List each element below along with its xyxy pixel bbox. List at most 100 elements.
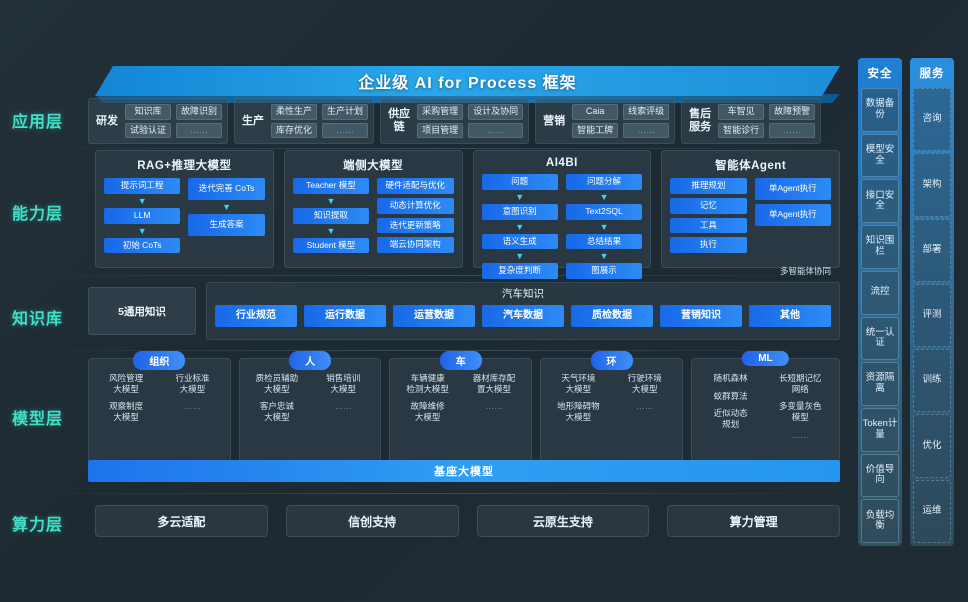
sidebar-security-item[interactable]: 接口安全 <box>861 179 899 224</box>
application-cell[interactable]: 设计及协同 <box>468 103 524 120</box>
sidebar-security-item[interactable]: 负载均衡 <box>861 499 899 544</box>
knowledge-chip[interactable]: 运营数据 <box>393 305 475 327</box>
capability-chip[interactable]: LLM <box>104 207 181 224</box>
model-item[interactable]: 故障维修 大模型 <box>410 401 445 422</box>
sidebar-service-item[interactable]: 架构 <box>913 153 951 217</box>
model-card-pill[interactable]: 组织 <box>133 351 186 370</box>
application-cell[interactable]: 知识库 <box>125 103 172 120</box>
knowledge-chip[interactable]: 运行数据 <box>304 305 386 327</box>
model-item[interactable]: …… <box>791 429 809 440</box>
sidebar-security-item[interactable]: Token计量 <box>861 407 899 452</box>
capability-chip[interactable]: 执行 <box>670 237 747 254</box>
application-cell[interactable]: 故障预警 <box>769 103 816 120</box>
base-model-bar[interactable]: 基座大模型 <box>88 460 840 482</box>
capability-chip[interactable]: 迭代完善 CoTs <box>188 178 265 200</box>
compute-chip[interactable]: 信创支持 <box>285 505 459 537</box>
model-card-pill[interactable]: ML <box>742 351 789 366</box>
sidebar-security-item[interactable]: 价值导向 <box>861 453 899 498</box>
knowledge-chip[interactable]: 营销知识 <box>660 305 742 327</box>
application-cell[interactable]: 采购管理 <box>417 103 464 120</box>
model-item[interactable]: …… <box>184 401 202 412</box>
model-card-pill[interactable]: 车 <box>439 351 482 370</box>
model-item[interactable]: 风险管理 大模型 <box>109 373 144 394</box>
capability-chip[interactable]: 图展示 <box>565 263 643 280</box>
capability-chip[interactable]: 初始 CoTs <box>104 237 181 254</box>
application-cell[interactable]: 生产计划 <box>322 103 369 120</box>
sidebar-security-item[interactable]: 流控 <box>861 270 899 315</box>
compute-chip[interactable]: 算力管理 <box>667 505 840 537</box>
sidebar-service-item[interactable]: 优化 <box>913 414 951 478</box>
model-item[interactable]: 随机森林 <box>713 373 748 383</box>
compute-chip[interactable]: 多云适配 <box>95 505 268 537</box>
application-cell[interactable]: …… <box>322 122 369 139</box>
model-item[interactable]: 天气环境 大模型 <box>561 373 596 394</box>
knowledge-chip[interactable]: 行业规范 <box>215 305 297 327</box>
application-cell[interactable]: 柔性生产 <box>271 103 318 120</box>
model-item[interactable]: 观察制度 大模型 <box>109 401 144 422</box>
model-item[interactable]: 长短期记忆 网络 <box>778 373 822 394</box>
sidebar-service-item[interactable]: 咨询 <box>913 88 951 152</box>
sidebar-security-item[interactable]: 知识围栏 <box>861 225 899 269</box>
application-cell[interactable]: 故障识别 <box>176 103 223 120</box>
application-cell[interactable]: …… <box>769 122 816 139</box>
application-cell[interactable]: 库存优化 <box>271 122 318 139</box>
capability-chip[interactable]: 硬件适配与优化 <box>377 178 454 194</box>
capability-chip[interactable]: Teacher 模型 <box>292 178 370 194</box>
sidebar-service-item[interactable]: 运维 <box>913 479 951 543</box>
capability-chip[interactable]: 记忆 <box>670 197 747 214</box>
sidebar-security-item[interactable]: 资源隔离 <box>861 362 899 406</box>
model-item[interactable]: 器材库存配 置大模型 <box>472 373 516 394</box>
capability-chip[interactable]: 意图识别 <box>481 203 558 220</box>
application-cell[interactable]: …… <box>468 122 524 139</box>
model-card-pill[interactable]: 人 <box>289 351 332 370</box>
application-cell[interactable]: 车智见 <box>718 103 765 120</box>
model-item[interactable]: 蚁群算法 <box>713 390 748 401</box>
model-item[interactable]: 行业标准 大模型 <box>175 373 210 394</box>
capability-chip[interactable]: Text2SQL <box>565 203 643 220</box>
sidebar-service-item[interactable]: 部署 <box>913 218 951 282</box>
capability-chip[interactable]: 复杂度判断 <box>481 263 558 280</box>
model-item[interactable]: 行驶环境 大模型 <box>627 373 662 394</box>
application-cell[interactable]: 项目管理 <box>417 122 464 139</box>
sidebar-service-item[interactable]: 评测 <box>913 283 951 348</box>
application-cell[interactable]: …… <box>623 122 670 139</box>
model-item[interactable]: 质检员辅助 大模型 <box>255 373 299 394</box>
capability-chip[interactable]: 工具 <box>670 217 747 234</box>
sidebar-security-item[interactable]: 统一认证 <box>861 316 899 361</box>
sidebar-security-item[interactable]: 模型安全 <box>861 133 899 178</box>
capability-chip[interactable]: 推理规划 <box>670 178 747 194</box>
capability-chip[interactable]: Student 模型 <box>292 237 370 254</box>
application-cell[interactable]: 智能诊行 <box>718 122 765 139</box>
application-cell[interactable]: 试验认证 <box>125 122 172 139</box>
capability-chip[interactable]: 单Agent执行 <box>754 178 831 200</box>
compute-chip[interactable]: 云原生支持 <box>476 505 650 537</box>
sidebar-security-item[interactable]: 数据备份 <box>861 88 899 132</box>
model-item[interactable]: …… <box>485 401 503 412</box>
knowledge-chip[interactable]: 质检数据 <box>571 305 653 327</box>
model-item[interactable]: 客户忠诚 大模型 <box>259 401 294 422</box>
capability-chip[interactable]: 动态计算优化 <box>377 197 454 214</box>
capability-chip[interactable]: 单Agent执行 <box>754 203 831 226</box>
knowledge-chip[interactable]: 其他 <box>749 305 831 327</box>
knowledge-chip[interactable]: 汽车数据 <box>482 305 564 327</box>
capability-chip[interactable]: 生成答案 <box>188 213 265 236</box>
model-item[interactable]: 销售培训 大模型 <box>326 373 361 394</box>
model-item[interactable]: 地形障碍物 大模型 <box>557 401 600 422</box>
model-item[interactable]: 车辆健康 检测大模型 <box>406 373 449 394</box>
capability-chip[interactable]: 语义生成 <box>481 233 558 250</box>
sidebar-service-item[interactable]: 训练 <box>913 349 951 413</box>
application-cell[interactable]: 线索评级 <box>623 103 670 120</box>
application-cell[interactable]: Caia <box>572 103 619 120</box>
knowledge-general-box[interactable]: 5通用知识 <box>88 287 196 335</box>
application-cell[interactable]: …… <box>176 122 223 139</box>
model-item[interactable]: 多变量灰色 模型 <box>778 401 822 422</box>
model-item[interactable]: …… <box>636 401 654 412</box>
capability-chip[interactable]: 端云协同架构 <box>377 237 454 254</box>
capability-chip[interactable]: 问题 <box>481 174 558 190</box>
capability-chip[interactable]: 问题分解 <box>565 174 643 190</box>
model-card-pill[interactable]: 环 <box>590 351 633 370</box>
capability-chip[interactable]: 总结结果 <box>565 233 643 250</box>
capability-chip[interactable]: 提示词工程 <box>104 178 181 194</box>
model-item[interactable]: 近似动态 规划 <box>713 408 748 429</box>
model-item[interactable]: …… <box>334 401 352 412</box>
